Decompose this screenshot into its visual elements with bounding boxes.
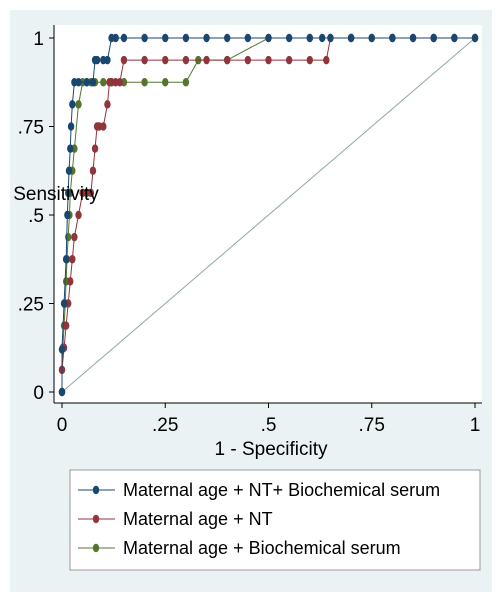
data-point — [244, 55, 252, 65]
data-point — [62, 321, 70, 330]
data-point — [409, 33, 417, 43]
axis-layer: 0 .25 .5 .75 1 0 .25 .5 .75 1 — [18, 25, 482, 436]
data-point — [368, 33, 375, 43]
data-point — [182, 78, 190, 87]
data-point — [265, 55, 272, 65]
data-point — [67, 122, 75, 131]
data-point — [451, 33, 458, 43]
data-point — [87, 188, 95, 198]
data-point — [141, 78, 148, 87]
data-point — [112, 33, 119, 43]
data-point — [64, 210, 71, 220]
data-point — [285, 33, 293, 43]
data-point — [318, 33, 326, 43]
data-point — [182, 55, 190, 65]
data-point — [285, 55, 293, 65]
legend-items: Maternal age + NT+ Biochemical serum Mate… — [78, 480, 440, 558]
data-point — [100, 122, 107, 131]
data-point — [75, 210, 82, 220]
legend-marker — [92, 485, 100, 495]
data-point — [67, 277, 74, 286]
series-layer — [58, 33, 479, 397]
data-point — [89, 166, 97, 175]
data-point — [91, 144, 99, 153]
x-tick-label: .25 — [152, 415, 178, 436]
data-point — [67, 144, 74, 153]
legend-marker — [92, 514, 100, 524]
data-point — [104, 55, 111, 65]
legend-box — [69, 469, 481, 571]
x-tick-label: 0 — [57, 415, 68, 436]
data-point — [306, 33, 313, 43]
data-point — [182, 33, 190, 43]
data-point — [116, 78, 124, 87]
data-point — [104, 100, 111, 109]
data-point — [347, 33, 355, 43]
data-point — [323, 55, 330, 65]
data-point — [162, 55, 169, 65]
reference-line-layer — [61, 37, 476, 393]
data-point — [100, 78, 107, 87]
data-point — [389, 33, 396, 43]
data-point — [306, 55, 313, 65]
x-tick-label: .75 — [359, 415, 385, 436]
data-point — [89, 78, 97, 87]
data-point — [93, 55, 101, 65]
legend-label: Maternal age + Biochemical serum — [123, 538, 401, 558]
data-point — [244, 33, 252, 43]
data-point — [224, 33, 231, 43]
data-point — [327, 33, 334, 43]
data-point — [141, 55, 148, 65]
data-point — [141, 33, 148, 43]
data-point — [65, 166, 73, 175]
data-point — [471, 33, 479, 43]
x-tick-label: 1 — [470, 415, 481, 436]
data-point — [75, 78, 82, 87]
data-point — [224, 55, 231, 65]
legend-label: Maternal age + NT+ Biochemical serum — [123, 480, 440, 500]
y-axis-title: Sensitivity — [13, 184, 99, 205]
data-point — [430, 33, 437, 43]
data-point — [203, 55, 210, 65]
y-tick-label: 1 — [33, 29, 44, 50]
reference-diagonal — [61, 37, 476, 393]
y-tick-label: 0 — [33, 383, 44, 404]
legend: Maternal age + NT+ Biochemical serum Mate… — [69, 469, 481, 571]
legend-label: Maternal age + NT — [123, 509, 273, 529]
series-group — [58, 33, 479, 397]
y-tick-label: .5 — [28, 206, 44, 227]
data-point — [83, 78, 90, 87]
data-point — [71, 232, 78, 242]
data-point — [62, 255, 70, 264]
data-point — [64, 188, 72, 198]
y-tick-label: .25 — [18, 295, 44, 316]
data-point — [120, 33, 128, 43]
data-point — [69, 100, 76, 109]
data-point — [58, 387, 66, 397]
data-point — [265, 33, 272, 43]
x-tick-label: .5 — [261, 415, 277, 436]
legend-marker — [92, 543, 100, 553]
data-point — [162, 78, 169, 87]
data-point — [60, 299, 68, 308]
y-tick-label: .75 — [18, 118, 44, 139]
data-point — [58, 345, 66, 354]
data-point — [64, 232, 72, 242]
data-point — [69, 255, 76, 264]
data-point — [120, 55, 128, 65]
data-point — [75, 100, 82, 109]
plot-area — [54, 25, 482, 403]
x-axis-title: 1 - Specificity — [215, 439, 328, 460]
data-point — [162, 33, 169, 43]
data-point — [203, 33, 210, 43]
